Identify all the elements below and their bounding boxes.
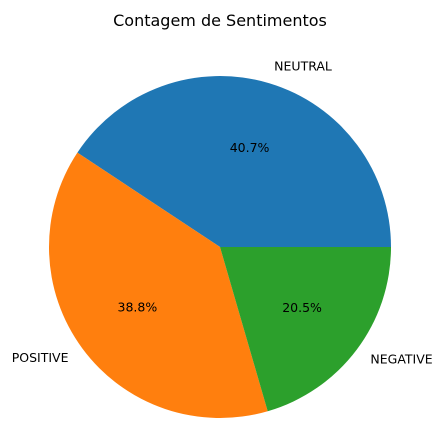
slice-percentage-neutral: 40.7% xyxy=(230,140,270,155)
slice-label-negative: NEGATIVE xyxy=(370,351,432,366)
chart-title: Contagem de Sentimentos xyxy=(113,11,327,30)
pie-slice-neutral xyxy=(77,75,391,248)
pie-slice-negative xyxy=(220,247,391,412)
pie-labels: NEUTRAL 40.7% POSITIVE 38.8% NEGATIVE 20.5% xyxy=(12,58,433,366)
slice-label-positive: POSITIVE xyxy=(12,350,69,365)
pie-slice-positive xyxy=(49,152,268,418)
pie-slices xyxy=(49,75,391,418)
slice-percentage-negative: 20.5% xyxy=(282,300,322,315)
slice-label-neutral: NEUTRAL xyxy=(274,58,332,73)
slice-percentage-positive: 38.8% xyxy=(118,299,158,314)
